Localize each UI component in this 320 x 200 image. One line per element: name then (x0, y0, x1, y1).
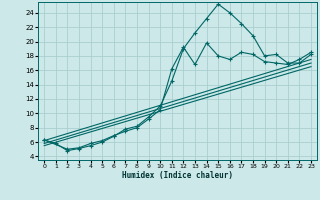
X-axis label: Humidex (Indice chaleur): Humidex (Indice chaleur) (122, 171, 233, 180)
